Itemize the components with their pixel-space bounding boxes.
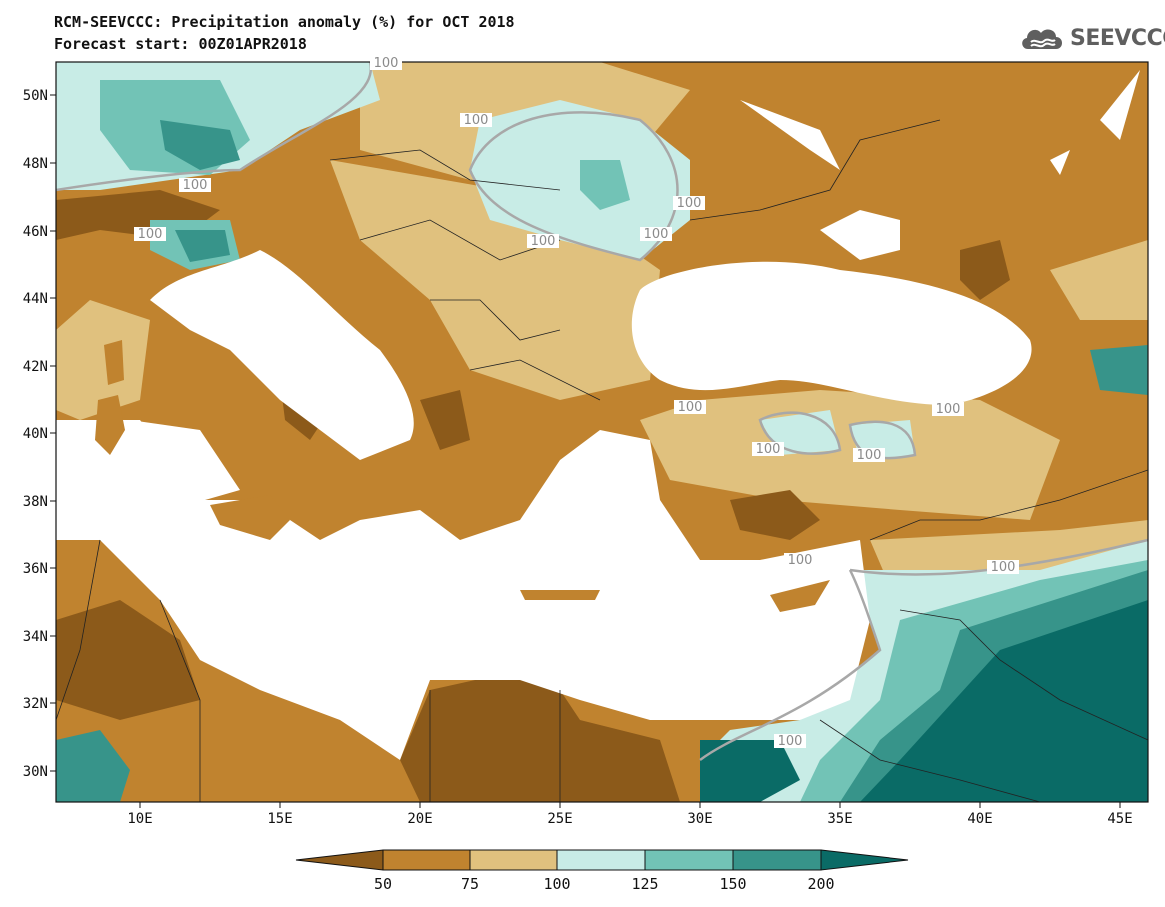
colorbar-segment-100-125 <box>556 849 646 871</box>
latitude-axis: 50N 48N 46N 44N 42N 40N 38N 36N 34N 32N … <box>23 88 56 780</box>
colorbar-segment-gt200 <box>820 849 909 871</box>
colorbar-label: 100 <box>543 875 570 893</box>
tyrrhenian-adriatic <box>130 250 414 510</box>
contour-label: 100 <box>677 196 702 211</box>
contour-label: 100 <box>756 442 781 457</box>
figure-title: RCM-SEEVCCC: Precipitation anomaly (%) f… <box>54 13 515 31</box>
contour-label: 100 <box>857 448 882 463</box>
lon-tick-label: 30E <box>687 811 712 827</box>
lon-tick-label: 10E <box>127 811 152 827</box>
corsica <box>104 340 124 385</box>
lon-tick-label: 40E <box>967 811 992 827</box>
contour-label: 100 <box>531 234 556 249</box>
colorbar-segment-125-150 <box>644 849 734 871</box>
lon-tick-label: 20E <box>407 811 432 827</box>
contour-label: 100 <box>778 734 803 749</box>
contour-lines <box>56 62 1148 762</box>
logo-text: SEEVCCC <box>1070 25 1165 51</box>
lon-tick-label: 45E <box>1107 811 1132 827</box>
lat-tick-label: 50N <box>23 88 48 104</box>
sardinia <box>95 395 125 455</box>
lat-tick-label: 48N <box>23 156 48 172</box>
lat-tick-label: 38N <box>23 494 48 510</box>
tan-region-anatolia <box>640 390 1060 520</box>
dark-teal-algeria <box>56 730 130 802</box>
contour-label: 100 <box>374 56 399 71</box>
contour-label: 100 <box>936 402 961 417</box>
contour-label: 100 <box>183 178 208 193</box>
teal-carpathians <box>580 160 630 210</box>
sicily <box>210 495 290 540</box>
colorbar-segment-lt50 <box>295 849 384 871</box>
dark-teal-germany <box>160 120 240 170</box>
lat-tick-label: 34N <box>23 629 48 645</box>
precipitation-field <box>56 62 1148 802</box>
lat-tick-label: 40N <box>23 426 48 442</box>
dark-brown-russia <box>960 240 1010 300</box>
tan-region-caucasus <box>1050 240 1148 320</box>
black-sea <box>631 261 1032 405</box>
dark-brown-tunisia <box>56 600 200 720</box>
colorbar-segment-150-200 <box>732 849 822 871</box>
lat-tick-label: 30N <box>23 764 48 780</box>
map-frame <box>55 61 1149 803</box>
colorbar: 50 75 100 125 150 200 <box>295 849 909 893</box>
cloud-icon <box>1022 29 1062 49</box>
lat-tick-label: 32N <box>23 696 48 712</box>
colorbar-label: 50 <box>374 875 392 893</box>
contour-label: 100 <box>788 553 813 568</box>
deep-teal-egypt <box>700 740 800 802</box>
dark-brown-libya <box>400 670 680 802</box>
seevccc-logo: SEEVCCC <box>1018 20 1165 56</box>
colorbar-segment-75-100 <box>469 849 558 871</box>
contour-label: 100 <box>138 227 163 242</box>
country-borders <box>56 119 1148 802</box>
longitude-axis: 10E 15E 20E 25E 30E 35E 40E 45E <box>127 802 1133 827</box>
contour-label: 100 <box>991 560 1016 575</box>
forecast-start: Forecast start: 00Z01APR2018 <box>54 35 307 53</box>
lat-tick-label: 44N <box>23 291 48 307</box>
crete <box>520 590 600 600</box>
contour-labels: 100 100 100 100 100 100 100 100 100 100 … <box>134 56 1019 749</box>
dark-teal-georgia <box>1090 345 1148 395</box>
lon-tick-label: 25E <box>547 811 572 827</box>
lat-tick-label: 46N <box>23 224 48 240</box>
lon-tick-label: 15E <box>267 811 292 827</box>
lat-tick-label: 42N <box>23 359 48 375</box>
sea-of-azov <box>820 210 900 260</box>
deep-teal-arabia <box>860 600 1148 802</box>
dark-brown-anatolia <box>730 490 820 540</box>
colorbar-label: 125 <box>631 875 658 893</box>
tan-region-west <box>56 300 150 420</box>
lon-tick-label: 35E <box>827 811 852 827</box>
contour-label: 100 <box>464 113 489 128</box>
colorbar-segment-50-75 <box>382 849 471 871</box>
contour-label: 100 <box>678 400 703 415</box>
colorbar-label: 75 <box>461 875 479 893</box>
dark-brown-albania <box>420 390 470 450</box>
contour-label: 100 <box>644 227 669 242</box>
cyprus <box>770 580 830 612</box>
dark-teal-north-italy <box>175 230 230 262</box>
colorbar-label: 200 <box>807 875 834 893</box>
lat-tick-label: 36N <box>23 561 48 577</box>
colorbar-label: 150 <box>719 875 746 893</box>
